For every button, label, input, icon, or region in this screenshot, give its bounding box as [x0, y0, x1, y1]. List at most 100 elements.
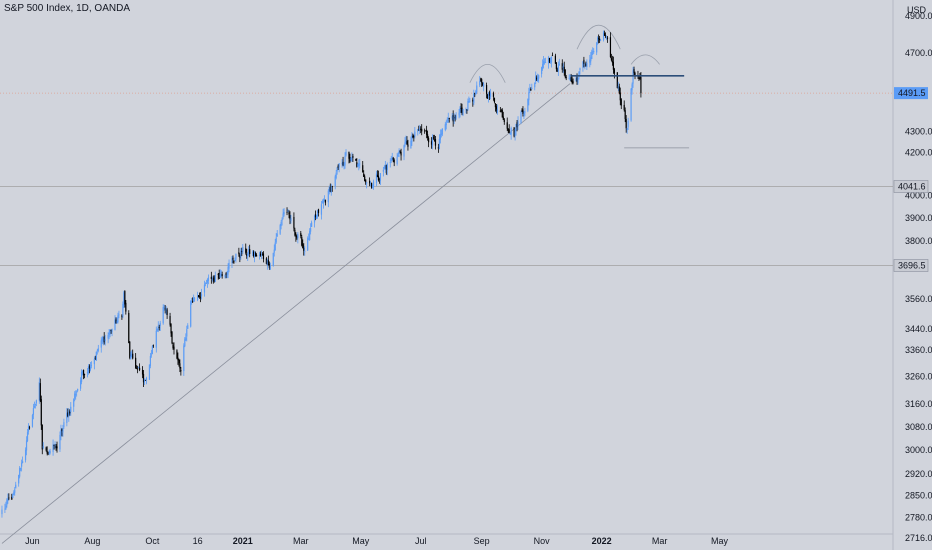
candle-body	[63, 422, 65, 428]
candle-body	[578, 71, 580, 78]
candle	[357, 163, 359, 167]
candle	[589, 54, 591, 68]
candle-body	[149, 355, 151, 366]
candle-body	[217, 274, 219, 275]
candle-body	[288, 212, 290, 215]
candle-body	[287, 211, 289, 212]
candle	[427, 136, 430, 148]
candle	[96, 348, 98, 355]
candle	[11, 493, 13, 500]
candle	[565, 75, 567, 81]
candle	[454, 114, 456, 122]
candle	[593, 48, 595, 55]
candle-body	[116, 321, 118, 324]
candle	[155, 326, 157, 353]
candle-body	[289, 215, 291, 220]
candle-body	[276, 233, 278, 237]
candle-body	[541, 67, 543, 75]
candle	[66, 407, 68, 427]
candle-body	[27, 425, 30, 432]
candle-body	[35, 400, 37, 404]
candle	[123, 290, 125, 308]
candle-body	[495, 106, 498, 112]
candle	[432, 134, 435, 140]
candle-body	[372, 181, 375, 188]
candle-body	[359, 163, 361, 165]
candle-body	[148, 364, 151, 380]
candle	[293, 212, 295, 232]
candle	[396, 153, 398, 166]
candle	[83, 373, 86, 379]
candle	[542, 55, 545, 69]
candle-body	[445, 123, 447, 126]
candle	[627, 117, 629, 130]
candle-body	[164, 308, 166, 310]
candle-body	[186, 329, 188, 337]
candle-body	[253, 252, 256, 258]
candle-body	[446, 121, 448, 123]
candle-body	[492, 93, 495, 97]
candle-body	[25, 440, 28, 451]
candle	[345, 149, 347, 157]
candle	[517, 116, 519, 130]
candle	[544, 57, 547, 64]
candle-body	[483, 84, 485, 87]
candle-body	[197, 295, 200, 298]
candle	[68, 408, 70, 422]
candle-body	[22, 461, 24, 463]
candle-body	[454, 116, 456, 119]
candle	[535, 71, 537, 85]
candle-body	[554, 55, 556, 64]
candle	[620, 98, 622, 110]
candle-body	[96, 350, 98, 352]
candle-body	[296, 236, 298, 239]
candle-body	[248, 249, 250, 254]
candle-body	[5, 505, 7, 510]
candle	[426, 125, 428, 139]
candle	[542, 59, 544, 71]
candle-body	[40, 399, 42, 426]
candle-body	[364, 176, 366, 182]
candle	[445, 119, 447, 130]
candle	[458, 109, 460, 119]
candle	[310, 223, 312, 235]
candle-body	[203, 284, 206, 293]
candle	[611, 55, 614, 66]
x-tick-label: 16	[193, 536, 203, 546]
candle-body	[472, 99, 474, 102]
candle	[382, 166, 384, 177]
candle	[509, 132, 511, 135]
candle-body	[473, 93, 475, 104]
candle	[288, 210, 290, 219]
candle-body	[235, 253, 237, 260]
candle-body	[135, 357, 137, 369]
candle-body	[589, 59, 591, 63]
candle-body	[425, 130, 427, 132]
candle	[206, 278, 209, 288]
candle	[260, 250, 263, 260]
candle	[356, 158, 358, 168]
candle	[538, 74, 540, 83]
candle	[279, 223, 281, 235]
candle-body	[336, 167, 338, 172]
candle	[397, 152, 399, 157]
candle	[56, 441, 58, 453]
price-tag-bg	[893, 259, 929, 272]
candle	[413, 134, 415, 142]
candle-body	[370, 182, 373, 188]
candle-body	[462, 108, 464, 116]
candle	[363, 170, 365, 178]
candle	[262, 251, 265, 263]
candle-body	[376, 174, 379, 178]
candle-body	[290, 218, 292, 222]
candle	[138, 366, 140, 369]
candle-body	[311, 222, 313, 227]
candle	[543, 58, 546, 65]
candle	[7, 493, 9, 504]
candle	[233, 260, 235, 264]
candle-body	[382, 169, 384, 172]
candle	[314, 210, 317, 221]
candle	[220, 270, 222, 278]
candle-body	[1, 509, 3, 515]
